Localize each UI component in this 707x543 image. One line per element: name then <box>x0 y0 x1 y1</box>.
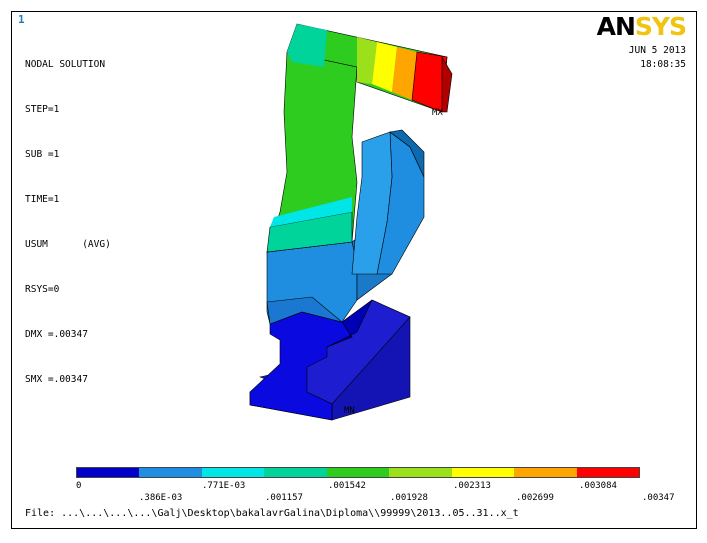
arm-band-yellowgreen <box>357 37 377 84</box>
graphics-window: 1 NODAL SOLUTION STEP=1 SUB =1 TIME=1 US… <box>11 11 697 529</box>
arm-band-yellow <box>372 42 397 92</box>
timestamp: JUN 5 2013 18:08:35 <box>629 44 686 72</box>
legend-swatch <box>201 468 265 477</box>
legend-tick: .001928 <box>390 493 428 503</box>
legend-tick: 0 <box>76 481 82 491</box>
legend-swatch <box>389 468 452 477</box>
arm-side-red <box>441 55 453 113</box>
min-marker: MN <box>344 406 355 416</box>
info-rsys: RSYS=0 <box>25 284 60 295</box>
legend-tick: .386E-03 <box>139 493 183 503</box>
window-number: 1 <box>18 13 25 26</box>
legend-swatch <box>264 468 327 477</box>
legend-tick: .001542 <box>328 481 366 491</box>
legend-tick: .002699 <box>516 493 554 503</box>
info-step: STEP=1 <box>25 104 60 115</box>
legend-tick: .002313 <box>453 481 491 491</box>
curved-plate-inner <box>351 131 393 275</box>
info-time: TIME=1 <box>25 194 60 205</box>
info-sub: SUB =1 <box>25 149 60 160</box>
legend-swatch <box>576 468 639 477</box>
mid-block-lower <box>266 296 343 325</box>
curved-plate-edge <box>389 129 425 178</box>
info-smx: SMX =.00347 <box>25 374 88 385</box>
arm-band-teal <box>287 24 327 67</box>
file-path: File: ...\...\...\...\Galj\Desktop\bakal… <box>25 508 519 519</box>
date-text: JUN 5 2013 <box>628 45 686 56</box>
legend-swatch <box>139 468 202 477</box>
legend-swatch <box>514 468 577 477</box>
legend-swatch <box>77 468 140 477</box>
legend-color-bar <box>76 467 640 478</box>
time-text: 18:08:35 <box>640 59 686 70</box>
legend-tick: .771E-03 <box>202 481 246 491</box>
legend-tick: .001157 <box>265 493 303 503</box>
legend-swatch <box>451 468 515 477</box>
logo-sys: SYS <box>634 12 687 41</box>
info-title: NODAL SOLUTION <box>25 59 106 70</box>
legend-tick: .003084 <box>579 481 617 491</box>
post-side <box>326 299 373 348</box>
legend-swatch <box>326 468 390 477</box>
fea-model <box>249 23 453 421</box>
info-usum: USUM (AVG) <box>25 239 111 250</box>
info-dmx: DMX =.00347 <box>25 329 88 340</box>
ansys-logo: ANSYS <box>596 12 687 41</box>
logo-an: AN <box>596 12 636 41</box>
max-marker: MX <box>432 108 443 118</box>
solution-info: NODAL SOLUTION STEP=1 SUB =1 TIME=1 USUM… <box>25 27 111 417</box>
legend-tick: .00347 <box>642 493 675 503</box>
column-cyan-band <box>270 197 352 227</box>
arm-band-orange <box>392 47 417 100</box>
